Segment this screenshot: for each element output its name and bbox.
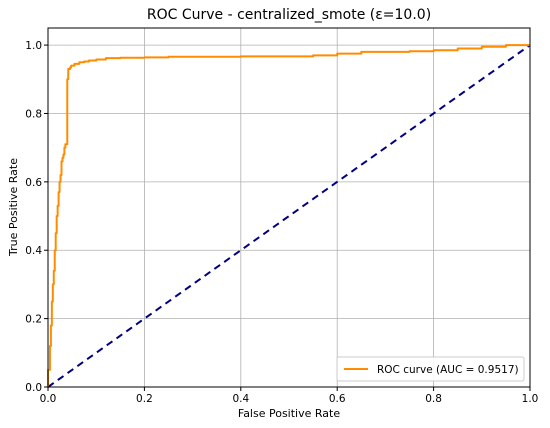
x-axis-label: False Positive Rate bbox=[238, 407, 340, 420]
y-tick-label: 0.0 bbox=[25, 382, 42, 394]
y-tick-label: 1.0 bbox=[25, 40, 42, 52]
grid bbox=[47, 28, 531, 388]
roc-curve-line bbox=[47, 44, 530, 387]
ticks: 0.0 0.2 0.4 0.6 0.8 1.0 0.0 0.2 0.4 0.6 0.8 1.0 bbox=[25, 40, 538, 405]
legend: ROC curve (AUC = 0.9517) bbox=[336, 356, 525, 382]
x-tick-label: 0.2 bbox=[136, 393, 153, 405]
x-tick-label: 0.8 bbox=[425, 393, 442, 405]
y-tick-label: 0.8 bbox=[25, 108, 42, 120]
random-baseline-line bbox=[47, 44, 531, 388]
legend-box bbox=[336, 356, 525, 382]
plot-frame bbox=[47, 27, 531, 388]
y-tick-label: 0.4 bbox=[25, 245, 42, 257]
x-tick-label: 0.0 bbox=[40, 393, 57, 405]
y-axis-label: True Positive Rate bbox=[7, 158, 20, 257]
x-tick-label: 1.0 bbox=[522, 393, 539, 405]
series-layer bbox=[47, 44, 531, 388]
chart-title: ROC Curve - centralized_smote (ε=10.0) bbox=[147, 7, 431, 23]
x-tick-label: 0.4 bbox=[232, 393, 249, 405]
legend-label: ROC curve (AUC = 0.9517) bbox=[377, 364, 519, 376]
y-tick-label: 0.6 bbox=[25, 177, 42, 189]
x-tick-label: 0.6 bbox=[329, 393, 346, 405]
y-tick-label: 0.2 bbox=[25, 314, 42, 326]
